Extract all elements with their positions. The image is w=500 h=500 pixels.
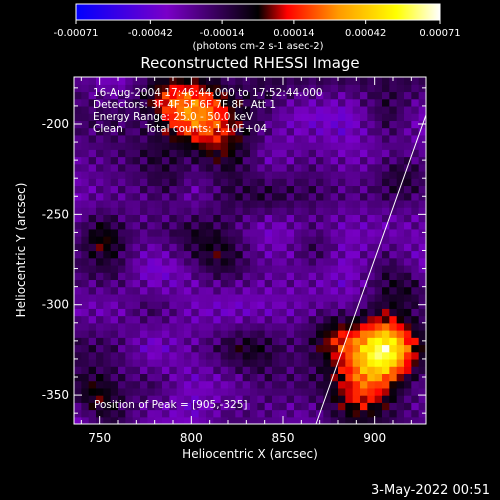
y-tick-label: -200 — [42, 117, 69, 131]
annotation-time: 16-Aug-2004 17:46:44.000 to 17:52:44.000 — [93, 87, 323, 99]
colorbar-tick-label: -0.00014 — [200, 28, 245, 39]
chart-title: Reconstructed RHESSI Image — [140, 54, 359, 72]
x-tick-label: 850 — [272, 431, 295, 445]
y-tick-label: -250 — [42, 207, 69, 221]
colorbar-ticks: -0.00071 -0.00042 -0.00014 0.00014 0.00042 0.… — [54, 20, 461, 39]
heatmap-image — [74, 77, 426, 424]
footer-date: 3-May-2022 00:51 — [371, 483, 490, 498]
colorbar-unit-label: (photons cm-2 s-1 asec-2) — [192, 41, 323, 52]
y-tick-label: -300 — [42, 298, 69, 312]
x-tick-label: 750 — [88, 431, 111, 445]
colorbar-tick-label: 0.00014 — [273, 28, 314, 39]
annotation-peak: Position of Peak = [905,-325] — [94, 399, 248, 411]
colorbar-tick-label: -0.00042 — [128, 28, 173, 39]
colorbar-tick-label: -0.00071 — [54, 28, 99, 39]
limb-line — [315, 114, 426, 424]
y-tick-label: -350 — [42, 388, 69, 402]
colorbar-tick-label: 0.00071 — [419, 28, 460, 39]
colorbar-tick-label: 0.00042 — [345, 28, 386, 39]
annotation-detectors: Detectors: 3F 4F 5F 6F 7F 8F, Att 1 — [93, 99, 276, 111]
x-axis-label: Heliocentric X (arcsec) — [182, 447, 318, 461]
annotation-counts: Total counts: 1.10E+04 — [144, 123, 267, 135]
x-tick-label: 800 — [180, 431, 203, 445]
x-axis-ticks: 750 800 850 900 — [80, 77, 412, 445]
y-axis-ticks: -350 -300 -250 -200 — [42, 87, 426, 414]
annotation-energy: Energy Range: 25.0 - 50.0 keV — [93, 111, 254, 123]
annotation-method: Clean — [93, 123, 123, 135]
x-tick-label: 900 — [363, 431, 386, 445]
colorbar — [75, 3, 441, 21]
y-axis-label: Heliocentric Y (arcsec) — [14, 183, 28, 318]
